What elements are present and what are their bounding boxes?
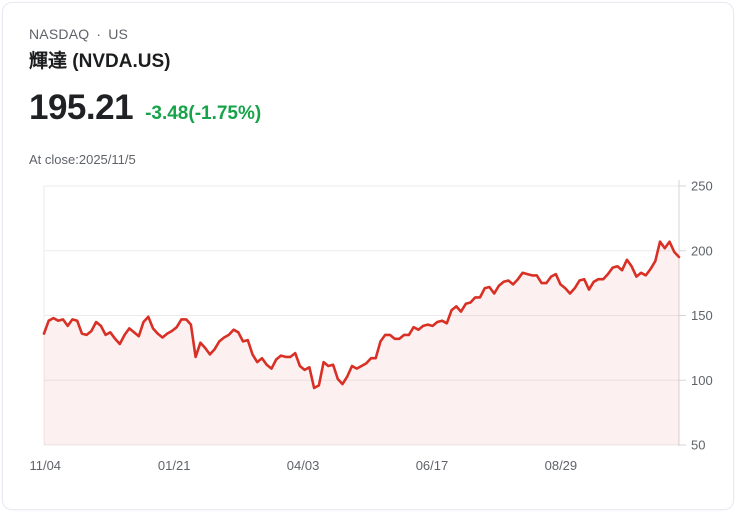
quote-card: NASDAQ·US 輝達 (NVDA.US) 195.21 -3.48(-1.7… — [2, 2, 734, 510]
y-tick-label: 150 — [691, 308, 713, 323]
y-tick-label: 100 — [691, 373, 713, 388]
x-tick-label: 08/29 — [545, 458, 578, 473]
y-tick-label: 200 — [691, 243, 713, 258]
x-tick-label: 04/03 — [287, 458, 320, 473]
x-tick-label: 01/21 — [158, 458, 191, 473]
y-tick-label: 250 — [691, 179, 713, 194]
y-tick-label: 50 — [691, 438, 705, 453]
price-chart[interactable]: 50 100 150 200 250 11/04 01/21 04/03 06/17 08/29 — [3, 3, 736, 516]
x-tick-label: 06/17 — [416, 458, 449, 473]
x-tick-label: 11/04 — [29, 458, 61, 473]
price-area — [44, 242, 679, 445]
